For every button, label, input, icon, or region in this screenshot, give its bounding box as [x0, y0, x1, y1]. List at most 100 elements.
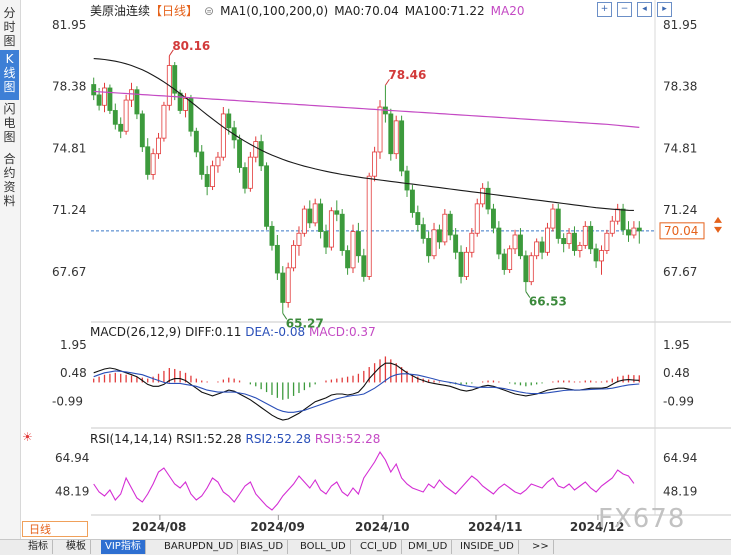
macd-tick-right: 1.95: [663, 338, 690, 352]
candle-body: [96, 94, 102, 106]
tab-more[interactable]: >>: [528, 540, 554, 554]
candle-body: [172, 65, 178, 94]
candle-body: [426, 238, 432, 257]
ma100-label: MA100:71.22: [404, 4, 485, 18]
period-button[interactable]: 日线: [22, 521, 88, 537]
tab-dmi[interactable]: DMI_UD: [404, 540, 453, 554]
price-annotation: 80.16: [172, 39, 210, 53]
candle-body: [134, 89, 140, 115]
rsi3-value: RSI3:52.28: [314, 432, 381, 446]
price-annotation: 78.46: [388, 68, 426, 82]
tab-inside[interactable]: INSIDE_UD: [456, 540, 519, 554]
candle-body: [523, 255, 529, 283]
candle-body: [280, 272, 286, 303]
candle-body: [615, 208, 621, 222]
candle-body: [604, 232, 610, 251]
rsi-name: RSI(14,14,14): [90, 432, 173, 446]
candle-body: [215, 156, 221, 167]
candle-body: [145, 146, 151, 175]
candle-body: [480, 187, 486, 205]
price-annotation: 66.53: [529, 295, 567, 309]
rsi-tick-right: 48.19: [663, 485, 697, 499]
chart-header: 美原油连续【日线】 ⊜ MA1(0,100,200,0) MA0:70.04 MA100…: [90, 2, 531, 20]
candle-body: [307, 208, 313, 224]
candle-body: [350, 231, 356, 269]
last-price-arrow-icon: [714, 216, 722, 233]
candle-body: [490, 208, 496, 229]
tab-template[interactable]: 模板: [62, 540, 91, 554]
last-price-label: 70.04: [664, 224, 698, 238]
candle-body: [496, 227, 502, 255]
candle-body: [150, 153, 156, 175]
rsi-header: RSI(14,14,14) RSI1:52.28 RSI2:52.28 RSI3…: [90, 432, 380, 446]
rsi-settings-icon[interactable]: ☀: [22, 430, 33, 444]
candle-body: [291, 244, 297, 269]
candle-body: [102, 87, 107, 106]
candle-body: [566, 232, 572, 245]
rsi1-value: RSI1:52.28: [176, 432, 242, 446]
zoom-out-icon[interactable]: −: [617, 2, 632, 17]
x-axis-label: 2024/08: [132, 520, 186, 534]
price-tick-left: 78.38: [52, 80, 86, 94]
candle-body: [501, 253, 507, 270]
candle-body: [355, 231, 361, 257]
sidebar-item-contract-info[interactable]: 合约资料: [3, 152, 16, 208]
candle-body: [436, 229, 442, 243]
sidebar-item-flash[interactable]: 闪电图: [3, 102, 16, 144]
candle-body: [372, 151, 378, 177]
tab-barupdn[interactable]: BARUPDN_UD: [160, 540, 239, 554]
candle-body: [599, 250, 604, 262]
candle-body: [269, 225, 275, 246]
price-tick-left: 67.67: [52, 265, 86, 279]
ma20-line: [93, 90, 640, 128]
candle-body: [420, 224, 426, 239]
macd-dea-line: [93, 370, 640, 413]
sidebar-item-timeshare[interactable]: 分时图: [3, 6, 16, 48]
candle-body: [469, 232, 475, 253]
move-right-icon[interactable]: ▸: [657, 2, 672, 17]
tab-indicator[interactable]: 指标: [24, 540, 53, 554]
macd-tick-left: -0.99: [52, 395, 83, 409]
move-left-icon[interactable]: ◂: [637, 2, 652, 17]
candle-body: [345, 250, 351, 269]
x-axis-label: 2024/12: [570, 520, 624, 534]
price-tick-left: 71.24: [52, 203, 86, 217]
watermark-logo: FX678: [598, 504, 686, 534]
settings-icon[interactable]: ⊜: [204, 4, 215, 18]
ma20-label: MA20: [490, 4, 525, 18]
macd-tick-left: 1.95: [60, 338, 87, 352]
zoom-in-icon[interactable]: +: [597, 2, 612, 17]
tab-boll[interactable]: BOLL_UD: [296, 540, 351, 554]
candle-body: [512, 234, 518, 250]
candle-body: [528, 255, 534, 283]
candle-body: [91, 84, 97, 96]
candle-body: [447, 213, 453, 236]
annotation-pointer: [525, 291, 531, 298]
candle-body: [582, 225, 588, 246]
candle-body: [274, 244, 280, 274]
last-price-box: [659, 222, 705, 240]
candle-body: [485, 187, 491, 210]
candle-body: [139, 113, 145, 148]
candle-body: [199, 151, 205, 175]
candle-body: [129, 89, 134, 101]
candle-body: [112, 110, 118, 125]
candle-body: [258, 141, 264, 167]
annotation-pointer: [384, 78, 390, 86]
candle-body: [226, 113, 232, 129]
candle-body: [388, 113, 394, 155]
x-axis-label: 2024/11: [468, 520, 522, 534]
chart-area[interactable]: 81.95 81.95 78.38 78.38 74.81 74.81 71.24 71.24…: [0, 0, 731, 539]
tab-cci[interactable]: CCI_UD: [356, 540, 402, 554]
candle-body: [264, 165, 270, 227]
candle-body: [253, 141, 259, 158]
candle-body: [242, 167, 248, 189]
sidebar-item-kline[interactable]: K线图: [0, 50, 19, 100]
tab-bias[interactable]: BIAS_UD: [236, 540, 289, 554]
indicator-tabbar: 指标 模板 VIP指标 BARUPDN_UD BIAS_UD BOLL_UD C…: [0, 539, 731, 555]
candle-body: [377, 106, 383, 153]
candle-body: [561, 238, 567, 245]
tab-vip-indicator[interactable]: VIP指标: [101, 540, 146, 554]
rsi-tick-left: 64.94: [55, 451, 89, 465]
price-tick-right: 71.24: [663, 203, 697, 217]
